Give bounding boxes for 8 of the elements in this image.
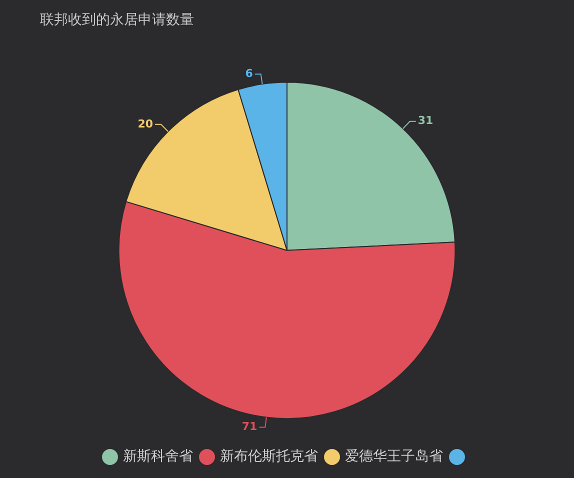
- data-label: 20: [138, 117, 154, 130]
- data-label: 71: [242, 420, 258, 434]
- legend-label: 爱德华王子岛省: [345, 448, 443, 465]
- data-label: 6: [245, 67, 254, 80]
- legend-label: 新布伦斯托克省: [220, 448, 318, 465]
- data-label: 31: [418, 114, 434, 128]
- chart-title: 联邦收到的永居申请数量: [40, 12, 194, 28]
- legend-label: 新斯科舍省: [123, 448, 193, 465]
